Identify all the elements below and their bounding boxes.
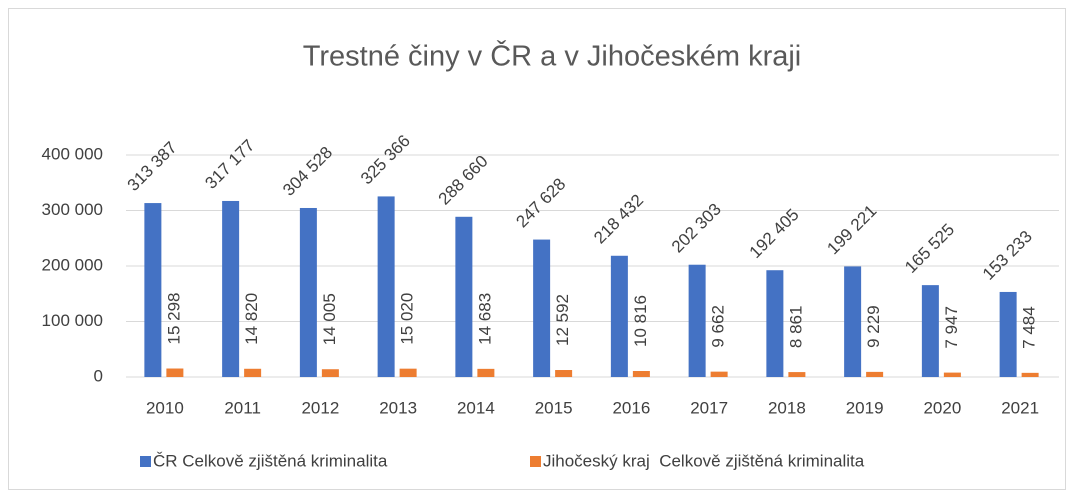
x-tick-label: 2015 xyxy=(535,398,573,417)
x-tick-label: 2020 xyxy=(923,398,961,417)
data-label: 7 484 xyxy=(1020,306,1039,349)
bar xyxy=(866,371,884,377)
bar xyxy=(844,266,862,377)
x-tick-label: 2018 xyxy=(768,398,806,417)
bar xyxy=(710,371,728,377)
x-tick-label: 2013 xyxy=(379,398,417,417)
bar xyxy=(533,239,551,377)
y-tick-label: 400 000 xyxy=(42,144,103,163)
chart-title: Trestné činy v ČR a v Jihočeském kraji xyxy=(303,39,802,73)
x-tick-label: 2010 xyxy=(146,398,184,417)
data-label: 14 820 xyxy=(242,293,261,345)
x-tick-label: 2016 xyxy=(612,398,650,417)
data-label: 9 229 xyxy=(864,305,883,348)
bar xyxy=(999,291,1017,377)
bar xyxy=(766,270,784,377)
bar xyxy=(632,370,650,377)
legend-label: ČR Celkově zjištěná kriminalita xyxy=(153,451,388,470)
bar xyxy=(943,372,961,377)
bar xyxy=(1021,372,1039,377)
bar xyxy=(144,203,162,377)
y-tick-label: 200 000 xyxy=(42,255,103,274)
data-label: 8 861 xyxy=(786,306,805,349)
data-label: 12 592 xyxy=(553,294,572,346)
x-tick-label: 2017 xyxy=(690,398,728,417)
data-label: 10 816 xyxy=(631,295,650,347)
bar xyxy=(555,370,573,377)
legend-label: Jihočeský kraj Celkově zjištěná kriminal… xyxy=(543,451,865,470)
bar xyxy=(377,196,395,377)
data-label: 7 947 xyxy=(942,306,961,349)
data-label: 15 298 xyxy=(164,293,183,345)
bar xyxy=(244,368,262,377)
x-tick-label: 2021 xyxy=(1001,398,1039,417)
bar xyxy=(610,255,628,377)
bar xyxy=(688,264,706,377)
bar xyxy=(299,207,317,377)
bar xyxy=(166,368,184,377)
x-tick-label: 2012 xyxy=(301,398,339,417)
x-tick-label: 2019 xyxy=(846,398,884,417)
y-tick-label: 0 xyxy=(94,366,103,385)
bar xyxy=(222,200,240,377)
bar xyxy=(477,368,495,377)
data-label: 14 683 xyxy=(475,293,494,345)
legend-swatch xyxy=(140,456,151,467)
data-label: 9 662 xyxy=(709,305,728,348)
x-tick-label: 2014 xyxy=(457,398,495,417)
bar xyxy=(455,216,473,377)
y-tick-label: 300 000 xyxy=(42,200,103,219)
data-label: 14 005 xyxy=(320,293,339,345)
bar xyxy=(399,368,417,377)
bar xyxy=(921,285,939,377)
x-tick-label: 2011 xyxy=(224,398,261,417)
bar xyxy=(788,372,806,377)
data-label: 15 020 xyxy=(398,293,417,345)
legend-swatch xyxy=(530,456,541,467)
bar xyxy=(321,369,339,377)
y-tick-label: 100 000 xyxy=(42,311,103,330)
